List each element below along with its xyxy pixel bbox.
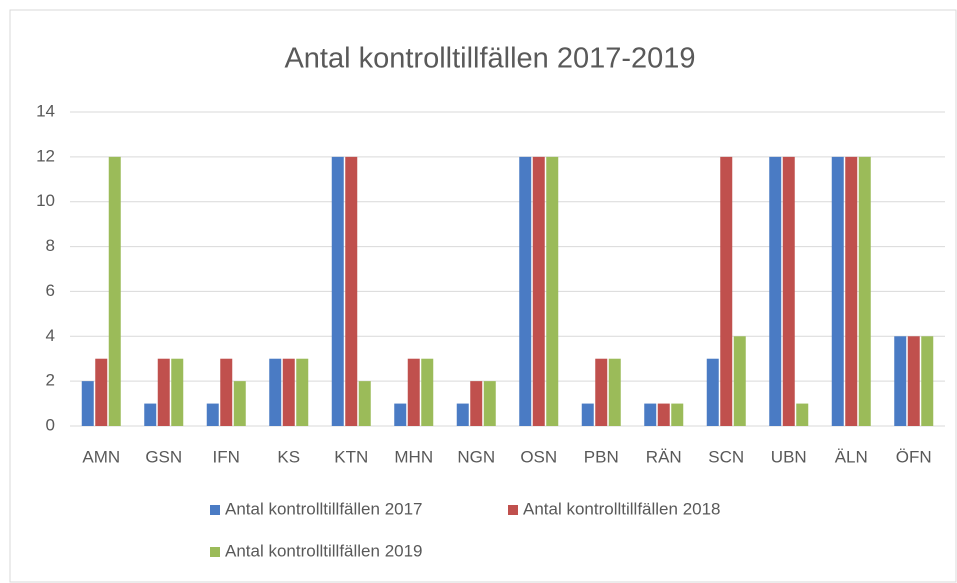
bar	[456, 403, 469, 426]
legend-swatch	[210, 505, 220, 515]
x-tick-label: AMN	[82, 447, 120, 466]
bar	[358, 381, 371, 426]
y-tick-label: 2	[46, 371, 55, 390]
bar	[845, 156, 858, 426]
x-tick-label: SCN	[708, 447, 744, 466]
bar	[282, 358, 295, 426]
x-tick-label: RÄN	[646, 447, 682, 466]
bar	[644, 403, 657, 426]
legend-label: Antal kontrolltillfällen 2018	[523, 499, 721, 518]
bar	[157, 358, 170, 426]
bar	[921, 336, 934, 426]
bar	[581, 403, 594, 426]
chart-border	[9, 9, 957, 583]
y-tick-label: 14	[36, 101, 55, 120]
bar	[206, 403, 219, 426]
bar	[608, 358, 621, 426]
bar	[483, 381, 496, 426]
bar	[733, 336, 746, 426]
legend-swatch	[210, 547, 220, 557]
x-tick-label: OSN	[520, 447, 557, 466]
bar	[519, 156, 532, 426]
x-tick-label: ÄLN	[835, 447, 868, 466]
bar	[657, 403, 670, 426]
bar	[407, 358, 420, 426]
legend-swatch	[508, 505, 518, 515]
bar	[858, 156, 871, 426]
bar	[831, 156, 844, 426]
bar	[796, 403, 809, 426]
y-tick-label: 0	[46, 415, 55, 434]
bar	[269, 358, 282, 426]
bar	[220, 358, 233, 426]
bar	[671, 403, 684, 426]
y-tick-label: 10	[36, 191, 55, 210]
bar	[296, 358, 309, 426]
x-tick-label: UBN	[771, 447, 807, 466]
bar	[907, 336, 920, 426]
bar	[233, 381, 246, 426]
bar	[108, 156, 121, 426]
x-tick-label: KTN	[334, 447, 368, 466]
legend-label: Antal kontrolltillfällen 2019	[225, 541, 423, 560]
chart-title: Antal kontrolltillfällen 2017-2019	[284, 43, 695, 75]
bar	[171, 358, 184, 426]
bar	[394, 403, 407, 426]
y-tick-label: 6	[46, 281, 55, 300]
bar	[769, 156, 782, 426]
x-tick-label: NGN	[457, 447, 495, 466]
bar	[595, 358, 608, 426]
bar	[95, 358, 108, 426]
bar	[144, 403, 157, 426]
x-tick-label: ÖFN	[896, 447, 932, 466]
y-tick-label: 8	[46, 236, 55, 255]
x-tick-label: KS	[277, 447, 300, 466]
x-tick-label: IFN	[213, 447, 240, 466]
bar	[331, 156, 344, 426]
bar	[81, 381, 94, 426]
bar	[470, 381, 483, 426]
bar	[720, 156, 733, 426]
bar	[345, 156, 358, 426]
x-tick-label: MHN	[394, 447, 433, 466]
bar	[894, 336, 907, 426]
bar	[421, 358, 434, 426]
bar	[546, 156, 559, 426]
legend-label: Antal kontrolltillfällen 2017	[225, 499, 423, 518]
bar	[532, 156, 545, 426]
bar	[782, 156, 795, 426]
bar	[706, 358, 719, 426]
x-tick-label: GSN	[145, 447, 182, 466]
x-tick-label: PBN	[584, 447, 619, 466]
y-tick-label: 12	[36, 146, 55, 165]
y-tick-label: 4	[46, 326, 55, 345]
